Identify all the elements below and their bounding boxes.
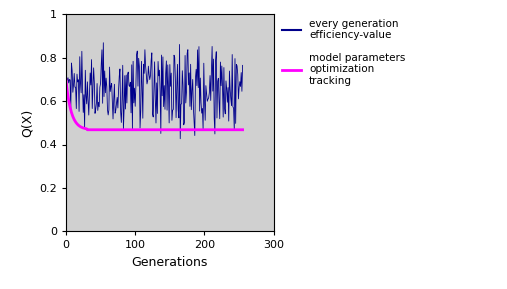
X-axis label: Generations: Generations [132,256,208,269]
Legend: every generation
efficiency-value, model parameters
optimization
tracking: every generation efficiency-value, model… [278,14,410,90]
Y-axis label: Q(X): Q(X) [21,109,33,137]
